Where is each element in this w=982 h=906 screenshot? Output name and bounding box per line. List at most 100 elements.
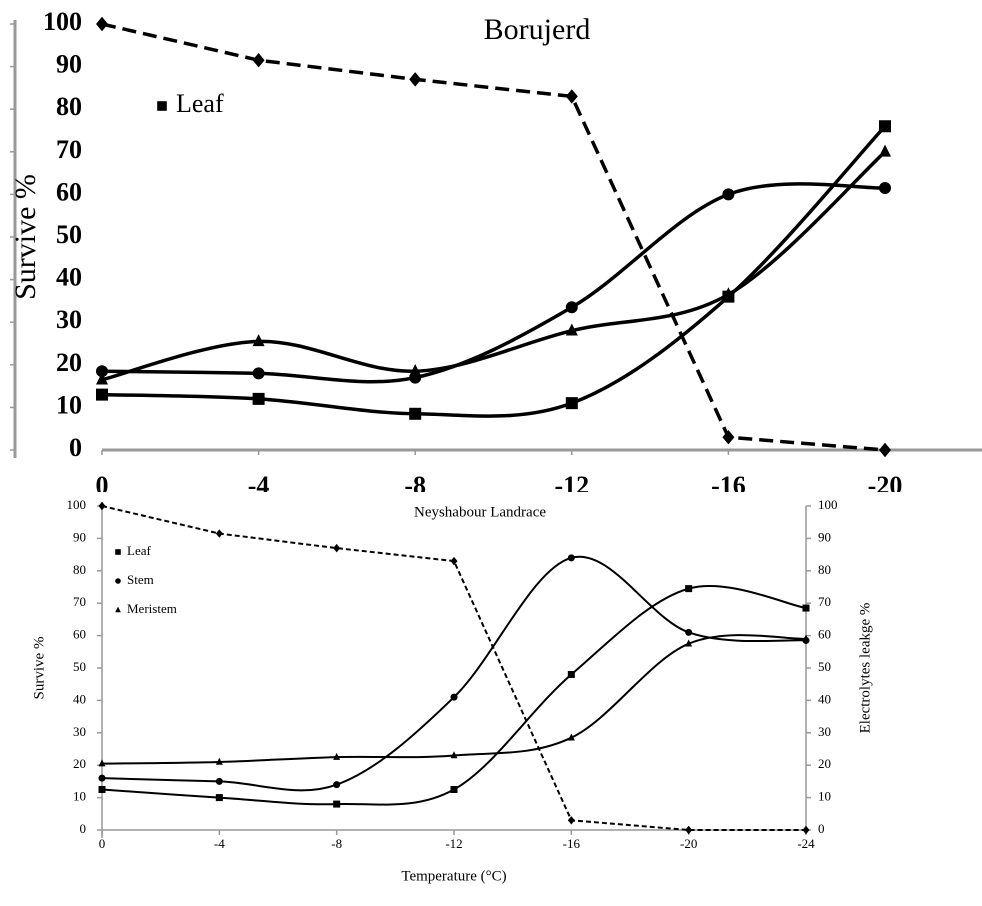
y-axis-label: Survive % [31, 637, 47, 700]
data-point [98, 786, 106, 793]
data-point [567, 554, 575, 562]
data-point [98, 774, 106, 782]
x-axis-label: Temperature (°C) [401, 868, 506, 884]
data-point [685, 628, 693, 636]
x-tick-label: 0 [99, 836, 106, 851]
x-tick-label: -16 [563, 836, 581, 851]
data-point [409, 363, 422, 376]
dashed-line [101, 22, 886, 452]
data-point [450, 786, 458, 793]
y-tick-label: 100 [67, 497, 87, 512]
data-point [802, 604, 810, 612]
data-point [333, 752, 341, 760]
data-point [333, 800, 341, 808]
y-tick-label: 60 [73, 627, 86, 642]
data-point [96, 388, 108, 401]
y2-tick-label: 0 [818, 821, 825, 836]
y-tick-label: 10 [73, 789, 86, 804]
data-point [333, 543, 341, 553]
y2-tick-label: 80 [818, 562, 831, 577]
data-point [879, 120, 891, 133]
data-point [565, 301, 578, 314]
legend-label: Meristem [127, 601, 177, 616]
y2-tick-label: 40 [818, 691, 831, 706]
y-tick-label: 20 [73, 756, 86, 771]
data-point [567, 816, 575, 825]
data-point [252, 53, 265, 68]
y-tick-label: 100 [43, 7, 82, 36]
y-tick-label: 90 [73, 529, 86, 544]
y2-tick-label: 70 [818, 594, 831, 609]
data-point [450, 693, 458, 701]
data-point [333, 781, 341, 789]
x-tick-label: -8 [331, 836, 342, 851]
data-point [215, 529, 223, 538]
y-tick-label: 10 [56, 390, 82, 419]
data-point [98, 759, 106, 767]
data-point [215, 794, 223, 802]
data-point [565, 323, 578, 336]
y2-axis-label: Electrolytes leakge % [857, 603, 873, 734]
data-point [409, 72, 422, 87]
data-point [722, 287, 735, 300]
data-point [685, 585, 693, 593]
data-point [98, 501, 106, 511]
y-tick-label: 40 [73, 691, 86, 706]
y-tick-label: 70 [56, 135, 82, 164]
data-point [879, 144, 891, 157]
y-tick-label: 80 [56, 92, 82, 121]
x-tick-label: -12 [554, 471, 589, 492]
data-point [567, 733, 575, 741]
chart-borujerd: 0 10 20 30 40 50 60 70 80 90 100 0 -4 -8 -12 -16 -20 Boru… [9, 7, 982, 492]
data-point [96, 16, 108, 32]
y-tick-label: 0 [69, 433, 82, 462]
legend-marker [115, 606, 121, 613]
y-tick-label: 80 [73, 562, 86, 577]
x-tick-label: -4 [214, 836, 225, 851]
y-tick-label: 90 [56, 50, 82, 79]
trend-line [101, 182, 886, 384]
y2-tick-label: 30 [818, 724, 831, 739]
data-point [722, 188, 735, 201]
chart-title: Neyshabour Landrace [414, 504, 546, 520]
legend-label: Leaf [176, 89, 224, 118]
y2-tick-label: 100 [818, 497, 838, 512]
x-tick-label: -16 [711, 471, 746, 492]
data-point [450, 751, 458, 759]
data-point [802, 634, 810, 642]
legend-marker [157, 101, 167, 111]
trend-line [101, 150, 887, 382]
chart-title: Borujerd [484, 13, 591, 46]
data-point [879, 182, 891, 195]
y-tick-label: 50 [56, 220, 82, 249]
legend-marker [115, 549, 121, 555]
y-tick-label: 30 [56, 305, 82, 334]
x-tick-label: -24 [797, 836, 815, 851]
data-point [96, 365, 108, 378]
data-point [252, 392, 265, 405]
y-tick-label: 50 [73, 659, 86, 674]
data-point [567, 670, 575, 678]
y2-tick-label: 10 [818, 789, 831, 804]
data-point [722, 430, 735, 445]
data-point [409, 407, 422, 420]
x-tick-label: -20 [680, 836, 697, 851]
data-point [252, 334, 265, 347]
data-point [565, 89, 578, 104]
legend-label: Leaf [127, 543, 151, 558]
data-point [685, 825, 693, 835]
x-tick-label: -12 [445, 836, 462, 851]
x-tick-label: -20 [868, 471, 903, 492]
y2-tick-label: 90 [818, 529, 831, 544]
data-point [802, 825, 810, 835]
y-tick-label: 40 [56, 263, 82, 292]
data-point [215, 777, 223, 785]
y-tick-label: 30 [73, 724, 86, 739]
y2-tick-label: 60 [818, 627, 831, 642]
y-axis-label: Survive % [9, 174, 42, 300]
data-point [450, 556, 458, 566]
y2-tick-label: 20 [818, 756, 831, 771]
y-tick-label: 60 [56, 177, 82, 206]
y-tick-label: 70 [73, 594, 86, 609]
